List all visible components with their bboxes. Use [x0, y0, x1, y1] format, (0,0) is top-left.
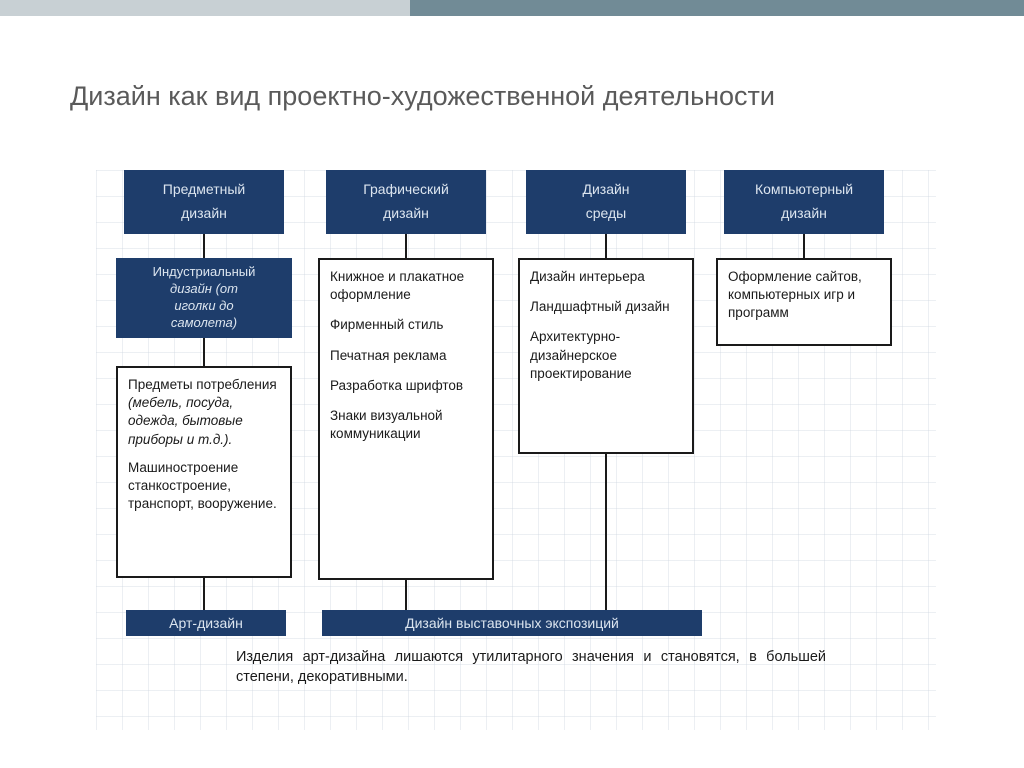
top-border-right	[410, 0, 1024, 16]
diagram: Предметный дизайн Графический дизайн Диз…	[96, 170, 936, 730]
connector	[203, 338, 205, 366]
text: Архитектурно-дизайнерское проектирование	[530, 328, 682, 383]
label: Компьютерный	[755, 178, 853, 202]
white-box-col2: Книжное и плакатное оформление Фирменный…	[318, 258, 494, 580]
label: Арт-дизайн	[169, 615, 243, 631]
text: Печатная реклама	[330, 347, 482, 365]
label: дизайн (от	[170, 281, 238, 298]
bottom-bar-art: Арт-дизайн	[126, 610, 286, 636]
top-box-graficheskiy: Графический дизайн	[326, 170, 486, 234]
label: Предметный	[163, 178, 245, 202]
industrial-box: Индустриальный дизайн (от иголки до само…	[116, 258, 292, 338]
connector	[803, 234, 805, 258]
connector	[405, 580, 407, 610]
label: иголки до	[174, 298, 233, 315]
label: дизайн	[383, 202, 429, 226]
text: Дизайн интерьера	[530, 268, 682, 286]
text: Книжное и плакатное оформление	[330, 268, 482, 304]
connector	[203, 578, 205, 610]
label: дизайн	[181, 202, 227, 226]
top-decorative-border	[0, 0, 1024, 16]
text: Разработка шрифтов	[330, 377, 482, 395]
label: дизайн	[781, 202, 827, 226]
connector	[605, 234, 607, 258]
label: Индустриальный	[153, 264, 256, 281]
white-box-col1: Предметы потребления (мебель, посуда, од…	[116, 366, 292, 578]
connector	[203, 234, 205, 258]
bottom-bar-expo: Дизайн выставочных экспозиций	[322, 610, 702, 636]
label: Дизайн выставочных экспозиций	[405, 615, 619, 631]
text: Оформление сайтов, компьютерных игр и пр…	[728, 268, 880, 323]
text: Машиностроение станкостроение, транспорт…	[128, 459, 280, 514]
text: Знаки визуальной коммуникации	[330, 407, 482, 443]
text: Предметы потребления (мебель, посуда, од…	[128, 376, 280, 449]
top-border-left	[0, 0, 410, 16]
label: среды	[586, 202, 627, 226]
label: Дизайн	[582, 178, 629, 202]
page-title: Дизайн как вид проектно-художественной д…	[70, 78, 775, 114]
caption-text: Изделия арт-дизайна лишаются утилитарног…	[236, 648, 826, 687]
top-box-computer: Компьютерный дизайн	[724, 170, 884, 234]
white-box-col3: Дизайн интерьера Ландшафтный дизайн Архи…	[518, 258, 694, 454]
label: самолета)	[171, 315, 237, 332]
top-box-sredy: Дизайн среды	[526, 170, 686, 234]
connector	[405, 234, 407, 258]
text: Фирменный стиль	[330, 316, 482, 334]
connector	[605, 454, 607, 610]
label: Графический	[363, 178, 449, 202]
white-box-col4: Оформление сайтов, компьютерных игр и пр…	[716, 258, 892, 346]
top-box-predmetny: Предметный дизайн	[124, 170, 284, 234]
text: Ландшафтный дизайн	[530, 298, 682, 316]
